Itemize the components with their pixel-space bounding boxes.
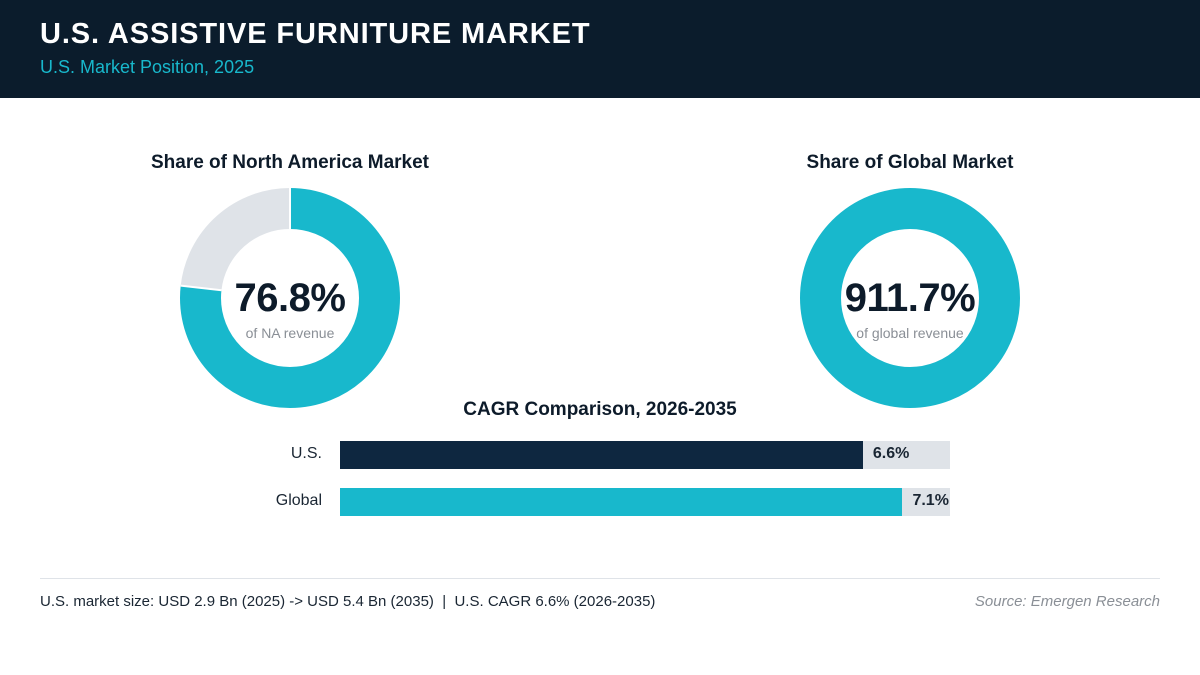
footer-source: Source: Emergen Research bbox=[974, 593, 1160, 610]
bar-value-label: 7.1% bbox=[912, 492, 949, 509]
global-donut-svg bbox=[800, 188, 1020, 408]
bar-value-label: 6.6% bbox=[872, 445, 910, 462]
page-title: U.S. ASSISTIVE FURNITURE MARKET bbox=[40, 18, 591, 50]
bar-global bbox=[340, 488, 903, 516]
donut-title: Share of North America Market bbox=[150, 152, 430, 173]
bar-track bbox=[340, 441, 950, 469]
footer-divider bbox=[40, 578, 1160, 579]
donut-slice-0 bbox=[800, 188, 1020, 408]
bar-row-global: Global 7.1% bbox=[0, 488, 1200, 516]
bar-category-label: U.S. bbox=[290, 445, 322, 462]
bar-row-us: U.S. 6.6% bbox=[0, 441, 1200, 469]
donut-title: Share of Global Market bbox=[806, 152, 1014, 173]
page-subtitle: U.S. Market Position, 2025 bbox=[40, 57, 255, 77]
donut-center-value: 76.8% bbox=[234, 276, 346, 320]
bar-category-label: Global bbox=[275, 492, 322, 509]
footer-note: U.S. market size: USD 2.9 Bn (2025) -> U… bbox=[40, 593, 656, 610]
donut-center-caption: of NA revenue bbox=[245, 325, 335, 341]
global-share-chart: Share of Global Market 911.7% of global … bbox=[710, 148, 1110, 418]
na-donut-svg bbox=[180, 188, 400, 408]
donut-separator-1 bbox=[180, 284, 222, 292]
donut-center-value: 911.7% bbox=[844, 276, 976, 320]
bar-us bbox=[340, 441, 863, 469]
north-america-share-chart: Share of North America Market 76.8% of N… bbox=[90, 148, 490, 418]
bar-track bbox=[340, 488, 950, 516]
cagr-chart-title: CAGR Comparison, 2026-2035 bbox=[463, 399, 737, 420]
donut-center-caption: of global revenue bbox=[856, 325, 964, 341]
header-banner: U.S. ASSISTIVE FURNITURE MARKET U.S. Mar… bbox=[0, 0, 1200, 98]
